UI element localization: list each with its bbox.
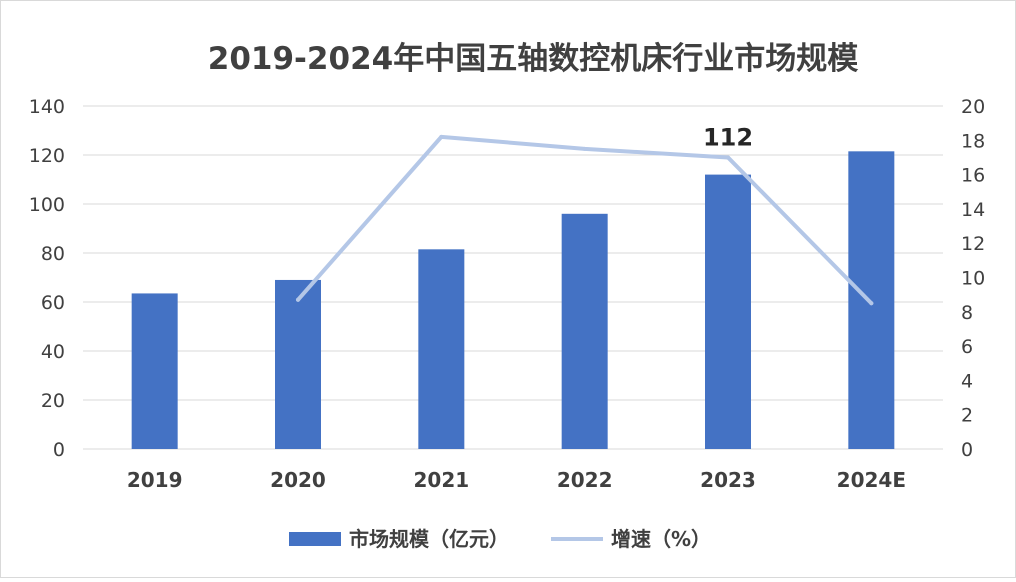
bar — [418, 249, 465, 449]
right-axis-tick-label: 20 — [961, 96, 985, 118]
bar — [275, 279, 321, 449]
left-axis-tick-label: 140 — [29, 96, 65, 118]
right-axis-tick-label: 6 — [961, 336, 973, 358]
right-axis-tick-label: 4 — [961, 370, 973, 392]
x-axis-tick-label: 2021 — [413, 468, 469, 492]
line-point — [439, 134, 444, 139]
line-point — [582, 146, 587, 151]
left-axis-tick-label: 120 — [29, 145, 65, 167]
left-axis-tick-label: 60 — [41, 292, 65, 314]
x-axis-ticks: 2019 2020 2021 2022 2023 2024E — [127, 468, 906, 492]
legend-label: 增速（%） — [611, 527, 711, 551]
right-axis-tick-label: 2 — [961, 405, 973, 427]
right-axis-ticks: 0 2 4 6 8 10 12 14 16 18 20 — [961, 96, 985, 461]
bar — [561, 213, 608, 449]
x-axis-tick-label: 2022 — [557, 468, 613, 492]
bar — [131, 293, 178, 449]
legend-swatch-bar — [289, 532, 341, 546]
right-axis-tick-label: 14 — [961, 199, 985, 221]
left-axis-ticks: 0 20 40 60 80 100 120 140 — [29, 96, 65, 461]
bar — [705, 174, 751, 449]
legend: 市场规模（亿元） 增速（%） — [289, 527, 711, 551]
right-axis-tick-label: 8 — [961, 302, 973, 324]
right-axis-tick-label: 0 — [961, 439, 973, 461]
x-axis-tick-label: 2024E — [837, 468, 906, 492]
right-axis-tick-label: 18 — [961, 130, 985, 152]
line-point — [869, 301, 874, 306]
legend-label: 市场规模（亿元） — [349, 527, 509, 551]
left-axis-tick-label: 100 — [29, 194, 65, 216]
right-axis-tick-label: 16 — [961, 165, 985, 187]
chart-title: 2019-2024年中国五轴数控机床行业市场规模 — [208, 41, 858, 77]
line-point — [726, 155, 730, 160]
right-axis-tick-label: 12 — [961, 233, 985, 255]
bar — [848, 151, 895, 449]
line-series — [296, 134, 874, 306]
left-axis-tick-label: 40 — [41, 341, 65, 363]
x-axis-tick-label: 2020 — [270, 468, 326, 492]
left-axis-tick-label: 80 — [41, 243, 65, 265]
x-axis-tick-label: 2019 — [127, 468, 183, 492]
data-label: 112 — [703, 123, 753, 151]
bar-series — [131, 151, 895, 449]
right-axis-tick-label: 10 — [961, 268, 985, 290]
line-point — [296, 297, 300, 302]
left-axis-tick-label: 20 — [41, 390, 65, 412]
annotations: 112 — [703, 123, 753, 151]
x-axis-tick-label: 2023 — [700, 468, 756, 492]
left-axis-tick-label: 0 — [53, 439, 65, 461]
grid-lines — [83, 105, 943, 450]
